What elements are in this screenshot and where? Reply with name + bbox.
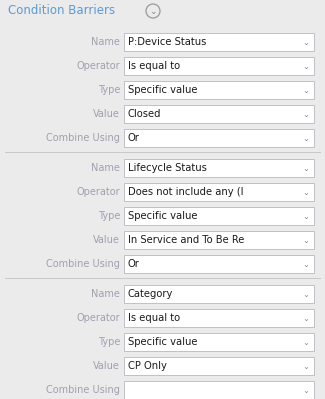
Text: Closed: Closed xyxy=(128,109,162,119)
FancyBboxPatch shape xyxy=(124,159,314,177)
Text: Specific value: Specific value xyxy=(128,337,198,347)
FancyBboxPatch shape xyxy=(124,255,314,273)
Text: ⌄: ⌄ xyxy=(303,62,309,71)
Text: Lifecycle Status: Lifecycle Status xyxy=(128,163,207,173)
Text: Value: Value xyxy=(93,109,120,119)
Text: ⌄: ⌄ xyxy=(303,38,309,47)
Text: ⌄: ⌄ xyxy=(303,188,309,197)
Text: ⌄: ⌄ xyxy=(303,338,309,347)
FancyBboxPatch shape xyxy=(124,381,314,399)
Text: ⌄: ⌄ xyxy=(303,212,309,221)
Text: ⌄: ⌄ xyxy=(303,290,309,299)
Text: Name: Name xyxy=(91,289,120,299)
Text: Specific value: Specific value xyxy=(128,85,198,95)
Text: Value: Value xyxy=(93,235,120,245)
FancyBboxPatch shape xyxy=(124,333,314,351)
FancyBboxPatch shape xyxy=(124,207,314,225)
Text: ⌄: ⌄ xyxy=(303,260,309,269)
FancyBboxPatch shape xyxy=(124,57,314,75)
Text: Condition Barriers: Condition Barriers xyxy=(8,4,115,18)
Text: Combine Using: Combine Using xyxy=(46,259,120,269)
Text: Value: Value xyxy=(93,361,120,371)
FancyBboxPatch shape xyxy=(124,81,314,99)
Text: ⌄: ⌄ xyxy=(303,314,309,323)
Text: ⌄: ⌄ xyxy=(303,86,309,95)
FancyBboxPatch shape xyxy=(124,105,314,123)
Text: Type: Type xyxy=(98,85,120,95)
FancyBboxPatch shape xyxy=(124,129,314,147)
Text: ⌄: ⌄ xyxy=(303,362,309,371)
Text: Specific value: Specific value xyxy=(128,211,198,221)
Text: ⌄: ⌄ xyxy=(303,164,309,173)
FancyBboxPatch shape xyxy=(124,183,314,201)
Text: Operator: Operator xyxy=(76,187,120,197)
Text: Is equal to: Is equal to xyxy=(128,61,180,71)
Text: Type: Type xyxy=(98,211,120,221)
Text: Name: Name xyxy=(91,163,120,173)
Text: CP Only: CP Only xyxy=(128,361,167,371)
Text: Name: Name xyxy=(91,37,120,47)
FancyBboxPatch shape xyxy=(124,231,314,249)
Text: ⌄: ⌄ xyxy=(303,134,309,143)
Text: P:Device Status: P:Device Status xyxy=(128,37,206,47)
FancyBboxPatch shape xyxy=(124,33,314,51)
Text: Or: Or xyxy=(128,259,140,269)
FancyBboxPatch shape xyxy=(124,285,314,303)
Text: Category: Category xyxy=(128,289,173,299)
Text: Is equal to: Is equal to xyxy=(128,313,180,323)
Text: In Service and To Be Re: In Service and To Be Re xyxy=(128,235,244,245)
FancyBboxPatch shape xyxy=(124,309,314,327)
Text: Does not include any (I: Does not include any (I xyxy=(128,187,243,197)
Text: ⌄: ⌄ xyxy=(303,110,309,119)
Text: Combine Using: Combine Using xyxy=(46,385,120,395)
Text: ⌄: ⌄ xyxy=(303,236,309,245)
FancyBboxPatch shape xyxy=(124,357,314,375)
Text: ⌄: ⌄ xyxy=(303,386,309,395)
Text: Operator: Operator xyxy=(76,313,120,323)
Text: Combine Using: Combine Using xyxy=(46,133,120,143)
Text: Or: Or xyxy=(128,133,140,143)
Text: Type: Type xyxy=(98,337,120,347)
Text: Operator: Operator xyxy=(76,61,120,71)
Text: ⌄: ⌄ xyxy=(149,7,157,16)
